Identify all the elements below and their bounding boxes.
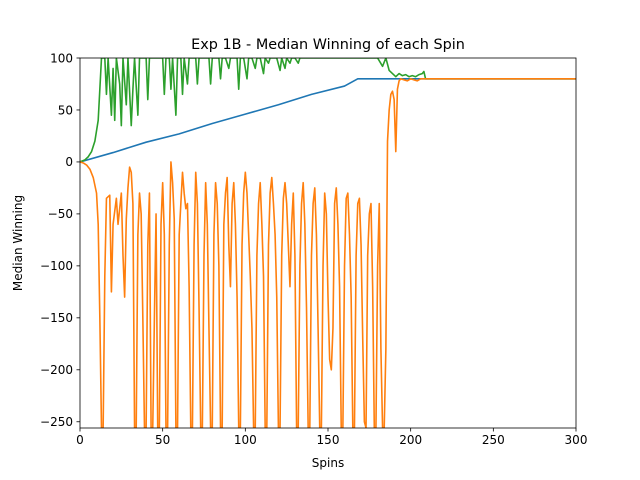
y-tick-label: 50 xyxy=(58,103,73,117)
y-tick-label: −100 xyxy=(40,259,73,273)
y-axis-label: Median Winning xyxy=(11,195,25,291)
x-tick-label: 0 xyxy=(76,433,84,447)
y-tick-label: −200 xyxy=(40,363,73,377)
y-tick-label: 0 xyxy=(65,155,73,169)
x-tick-label: 300 xyxy=(565,433,588,447)
x-axis-label: Spins xyxy=(312,456,344,470)
y-tick-label: 100 xyxy=(50,51,73,65)
y-tick-label: −250 xyxy=(40,415,73,429)
x-tick-label: 250 xyxy=(482,433,505,447)
x-tick-label: 100 xyxy=(234,433,257,447)
x-tick-label: 50 xyxy=(155,433,170,447)
y-tick-label: −50 xyxy=(48,207,73,221)
axes-layer: 0 50 100 150 200 250 300 100 50 0 −50 −100 −150 −200 −… xyxy=(40,51,587,447)
y-tick-label: −150 xyxy=(40,311,73,325)
series-line-2 xyxy=(80,58,576,163)
series-line-3 xyxy=(80,77,576,428)
x-tick-label: 200 xyxy=(399,433,422,447)
series-layer xyxy=(80,58,576,428)
x-tick-label: 150 xyxy=(317,433,340,447)
chart-title: Exp 1B - Median Winning of each Spin xyxy=(191,37,465,53)
